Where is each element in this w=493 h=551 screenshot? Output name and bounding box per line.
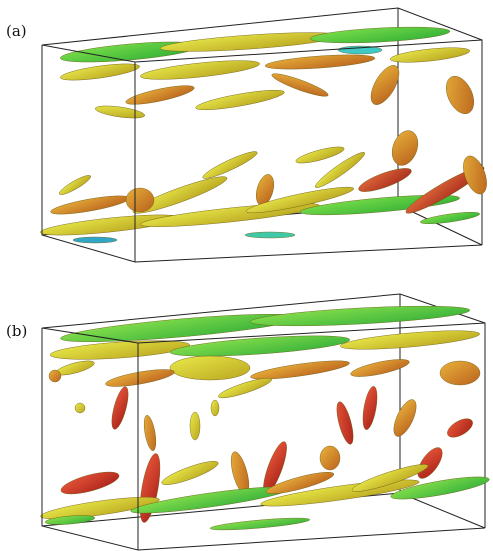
panel-b-upper-structures <box>49 305 481 399</box>
panel-a-upper-structures <box>60 26 474 119</box>
panel-b-lower-structures <box>40 369 490 531</box>
panel-b-label: (b) <box>6 322 28 340</box>
panel-b-visualization <box>40 293 490 551</box>
panel-a-visualization <box>40 7 487 263</box>
panel-a-lower-structures <box>40 130 487 244</box>
panel-a-label: (a) <box>6 22 27 40</box>
